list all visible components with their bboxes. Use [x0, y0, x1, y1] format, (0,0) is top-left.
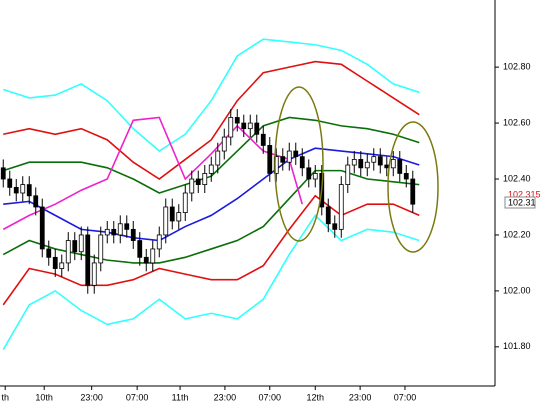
band-line [3, 38, 420, 153]
y-tick-label: 102.00 [503, 285, 531, 295]
candle-body [358, 159, 364, 169]
candle-body [137, 240, 143, 258]
candle-body [143, 256, 149, 264]
candle-body [85, 234, 91, 286]
x-tick-label: 11th [172, 392, 189, 402]
y-tick-label: 102.60 [503, 117, 531, 127]
candle-body [78, 234, 84, 253]
last-price-label: 102.31 [508, 197, 536, 207]
highlight-ellipse [274, 86, 324, 242]
candle-body [345, 164, 351, 186]
candle-body [338, 184, 344, 230]
candle-body [156, 234, 162, 250]
candle-body [104, 228, 110, 236]
candle-body [130, 228, 136, 241]
candle-body [260, 133, 266, 146]
candle-body [221, 136, 227, 152]
x-tick-label: 23:00 [349, 392, 372, 402]
candle-body [215, 150, 221, 166]
candle-body [163, 206, 169, 236]
candle-body [59, 262, 65, 269]
candle-body [26, 184, 32, 197]
candle-body [254, 122, 260, 135]
candle-body [0, 167, 6, 180]
candle-body [293, 150, 299, 158]
candle-body [410, 178, 416, 205]
candle-body [98, 234, 104, 264]
candle-body [65, 240, 71, 264]
candle-body [39, 206, 45, 250]
x-tick-label: 07:00 [258, 392, 281, 402]
highlight-ellipse [387, 121, 439, 253]
candle-body [208, 164, 214, 174]
candle-body [280, 156, 286, 163]
candle-body [150, 248, 156, 264]
plot-area [0, 38, 420, 351]
x-tick-label: 23:00 [80, 392, 103, 402]
y-tick-label: 102.20 [503, 229, 531, 239]
candle-body [228, 117, 234, 138]
candle-body [306, 167, 312, 180]
candle-body [384, 164, 390, 169]
candle-body [124, 223, 130, 230]
y-tick-label: 102.80 [503, 62, 531, 72]
candle-body [52, 256, 58, 269]
candle-body [312, 173, 318, 180]
candle-body [234, 117, 240, 124]
x-tick-label: 10th [35, 392, 53, 402]
candle-body [403, 173, 409, 180]
candle-body [390, 159, 396, 169]
band-line [2, 194, 420, 306]
candle-body [286, 150, 292, 163]
x-tick-label: th [1, 392, 9, 402]
y-tick-label: 101.80 [503, 341, 531, 351]
candle-body [91, 262, 97, 286]
candle-body [117, 223, 123, 236]
x-tick-label: 07:00 [394, 392, 417, 402]
last-price-box [504, 196, 536, 209]
candle-body [397, 159, 403, 174]
band-line [3, 60, 420, 180]
candle-body [241, 122, 247, 130]
y-tick-label: 102.40 [503, 173, 531, 183]
candle-body [46, 248, 52, 258]
candle-body [332, 223, 338, 230]
x-tick-label: 12th [307, 392, 325, 402]
x-tick-label: 23:00 [214, 392, 237, 402]
candle-body [325, 206, 331, 225]
candle-body [20, 184, 26, 194]
band-line [2, 214, 420, 351]
candle-body [176, 212, 182, 222]
candle-body [267, 145, 273, 174]
band-line [3, 147, 420, 242]
candle-body [182, 192, 188, 213]
candle-body [377, 156, 383, 166]
candle-body [169, 206, 175, 222]
candle-body [13, 187, 19, 194]
candle-body [364, 161, 370, 169]
candle-body [111, 228, 117, 236]
candle-body [72, 240, 78, 253]
x-tick-label: 07:00 [126, 392, 149, 402]
ask-price-label: 102.315 [508, 189, 541, 199]
candle-body [351, 159, 357, 166]
candle-body [371, 156, 377, 163]
candle-body [299, 156, 305, 169]
candle-body [195, 178, 201, 186]
candle-body [33, 195, 39, 208]
candle-body [247, 122, 253, 130]
candle-body [202, 173, 208, 186]
candle-body [7, 178, 13, 188]
candle-body [189, 178, 195, 194]
